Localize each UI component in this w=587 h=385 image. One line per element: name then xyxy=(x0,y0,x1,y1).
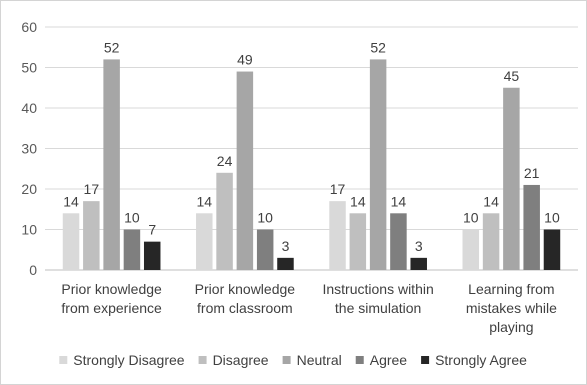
data-label: 14 xyxy=(196,193,212,209)
data-label: 49 xyxy=(237,52,253,68)
bar xyxy=(390,213,407,270)
bar xyxy=(503,87,520,270)
bar xyxy=(349,213,367,270)
legend-label: Strongly Disagree xyxy=(73,352,184,368)
data-label: 17 xyxy=(84,181,100,197)
bar xyxy=(482,213,500,270)
data-label: 52 xyxy=(104,39,120,55)
bar xyxy=(196,213,213,270)
x-category-label: Learning from xyxy=(468,281,554,297)
bar xyxy=(143,241,161,270)
x-category-label: Prior knowledge xyxy=(195,281,296,297)
bar xyxy=(103,59,120,271)
data-label: 3 xyxy=(415,238,423,254)
y-tick-label: 50 xyxy=(21,60,37,76)
bar xyxy=(123,229,141,270)
data-label: 7 xyxy=(148,222,156,238)
bar xyxy=(329,201,346,270)
bar xyxy=(256,229,274,270)
legend-swatch xyxy=(59,356,68,364)
data-label: 10 xyxy=(257,210,273,226)
data-label: 21 xyxy=(524,165,540,181)
y-tick-label: 20 xyxy=(21,181,37,197)
legend-swatch xyxy=(198,356,207,364)
data-label: 3 xyxy=(282,238,290,254)
x-category-label: Instructions within xyxy=(322,281,433,297)
bar xyxy=(83,201,100,270)
legend-swatch xyxy=(282,356,291,364)
legend-label: Strongly Agree xyxy=(435,352,527,368)
legend-label: Neutral xyxy=(297,352,342,368)
bar xyxy=(369,59,387,271)
data-label: 45 xyxy=(504,68,520,84)
bar xyxy=(543,229,561,270)
legend-label: Disagree xyxy=(213,352,269,368)
bar xyxy=(462,229,480,270)
bar xyxy=(410,257,427,270)
data-label: 14 xyxy=(483,193,499,209)
data-label: 14 xyxy=(350,193,366,209)
y-tick-label: 10 xyxy=(21,222,37,238)
x-category-label: mistakes while xyxy=(466,300,557,316)
bar xyxy=(62,213,80,270)
data-label: 14 xyxy=(63,193,79,209)
data-label: 10 xyxy=(463,210,479,226)
legend-swatch xyxy=(421,356,430,364)
x-category-label: Prior knowledge xyxy=(61,281,162,297)
x-category-label: from experience xyxy=(61,300,162,316)
x-category-label: playing xyxy=(489,319,533,335)
bar xyxy=(216,172,233,270)
bar xyxy=(277,257,294,270)
data-label: 10 xyxy=(544,210,560,226)
y-tick-label: 0 xyxy=(29,262,37,278)
data-label: 10 xyxy=(124,210,140,226)
data-label: 17 xyxy=(330,181,346,197)
bar xyxy=(236,71,254,270)
y-tick-label: 60 xyxy=(21,19,37,35)
data-label: 24 xyxy=(217,153,233,169)
x-category-label: from classroom xyxy=(197,300,293,316)
data-label: 52 xyxy=(370,39,386,55)
x-category-label: the simulation xyxy=(335,300,421,316)
bar xyxy=(523,184,540,270)
legend-label: Agree xyxy=(370,352,408,368)
legend-swatch xyxy=(355,356,364,364)
data-label: 14 xyxy=(391,193,407,209)
y-tick-label: 40 xyxy=(21,100,37,116)
y-tick-label: 30 xyxy=(21,141,37,157)
